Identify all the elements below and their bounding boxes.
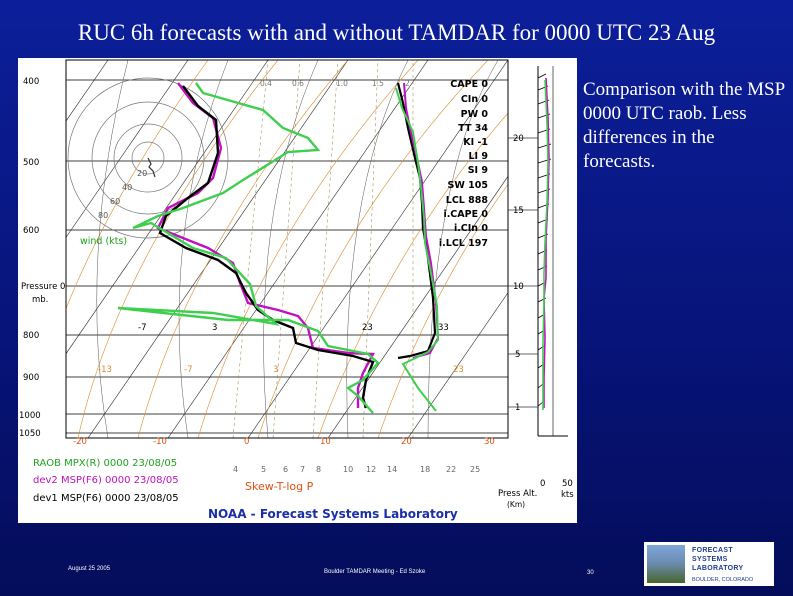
- skewt-diagram: 400 500 600 Pressure 0 mb. 800 900 1000 …: [19, 59, 574, 521]
- pressure-label: 900: [23, 373, 39, 383]
- mixing-axis-label: 7: [300, 465, 305, 474]
- altitude-label: 5: [515, 350, 520, 360]
- index-value: TT 34: [458, 123, 488, 134]
- mixing-ratio-label: 1.0: [336, 79, 348, 88]
- altitude-label: 1: [515, 403, 520, 413]
- adiabat-label: 3: [273, 365, 278, 375]
- mixing-axis-label: 4: [233, 465, 238, 474]
- isotherm-label: -7: [138, 323, 146, 333]
- skewt-chart: 400 500 600 Pressure 0 mb. 800 900 1000 …: [18, 58, 577, 523]
- slide-title: RUC 6h forecasts with and without TAMDAR…: [77, 20, 716, 45]
- index-value: LI 9: [468, 151, 488, 162]
- index-value: SW 105: [448, 180, 488, 191]
- legend-dev2: dev2 MSP(F6) 0000 23/08/05: [33, 475, 179, 486]
- fsl-logo: FORECAST SYSTEMS LABORATORY BOULDER, COL…: [644, 542, 774, 586]
- adiabat-label: 23: [453, 365, 464, 375]
- side-comment: Comparison with the MSP 0000 UTC raob. L…: [583, 79, 785, 172]
- index-value: i.LCL 197: [439, 238, 488, 249]
- temp-axis-label: 10: [320, 437, 331, 447]
- index-value: CAPE 0: [450, 79, 488, 90]
- temp-axis-label: 30: [484, 437, 495, 447]
- mixing-ratio-label: 2: [405, 79, 410, 88]
- hodo-ring-label: 20: [137, 169, 147, 178]
- mixing-axis-label: 18: [420, 465, 430, 474]
- index-value: SI 9: [468, 165, 488, 176]
- temp-axis-label: 0: [244, 437, 249, 447]
- index-value: CIn 0: [461, 94, 489, 105]
- hodo-ring-label: 60: [110, 197, 120, 206]
- press-alt-unit: (Km): [507, 500, 525, 509]
- mixing-ratio-label: 1.5: [372, 79, 384, 88]
- skewt-label: Skew-T-log P: [245, 480, 314, 493]
- temp-axis-label: -10: [153, 437, 167, 447]
- footer-meeting: Boulder TAMDAR Meeting - Ed Szoke: [324, 569, 426, 575]
- logo-location: BOULDER, COLORADO: [692, 577, 754, 583]
- mixing-axis-label: 8: [316, 465, 321, 474]
- wind-label: wind (kts): [80, 236, 127, 247]
- altitude-axis: 20 15 10 5 1 0 50 kts Press Alt. (Km): [498, 66, 574, 509]
- pressure-label: 600: [23, 226, 39, 236]
- pressure-label: 500: [23, 158, 39, 168]
- wind-axis-zero-label: 0: [540, 479, 545, 489]
- footer-date: August 25 2005: [68, 566, 111, 572]
- mountain-icon: [647, 545, 685, 583]
- temp-axis-label: 20: [401, 437, 412, 447]
- wind-axis-max-label: 50: [562, 479, 573, 489]
- index-value: LCL 888: [446, 195, 489, 206]
- mixing-axis-label: 10: [343, 465, 353, 474]
- diagram-grid: [66, 60, 508, 438]
- hodo-ring-label: 40: [122, 183, 132, 192]
- pressure-label: 400: [23, 77, 39, 87]
- pressure-label: 800: [23, 331, 39, 341]
- isotherm-label: 3: [212, 323, 217, 333]
- adiabat-label: -13: [98, 365, 112, 375]
- mixing-axis-label: 25: [470, 465, 480, 474]
- hodo-ring-label: 80: [98, 211, 108, 220]
- dev1-temperature-line: [158, 85, 375, 409]
- altitude-label: 10: [513, 282, 524, 292]
- mixing-axis-label: 22: [446, 465, 456, 474]
- adiabat-label: -7: [184, 365, 192, 375]
- press-alt-label: Press Alt.: [498, 489, 537, 499]
- lab-footer: NOAA - Forecast Systems Laboratory: [208, 507, 458, 521]
- legend-dev1: dev1 MSP(F6) 0000 23/08/05: [33, 493, 179, 504]
- pressure-label: 1000: [19, 411, 41, 421]
- page-number: 30: [587, 570, 594, 576]
- kts-label: kts: [561, 490, 574, 500]
- mixing-axis-label: 5: [261, 465, 266, 474]
- legend-raob: RAOB MPX(R) 0000 23/08/05: [33, 458, 177, 469]
- pressure-label: 1050: [19, 429, 41, 439]
- altitude-label: 20: [513, 134, 524, 144]
- pressure-label: Pressure 0: [21, 282, 65, 292]
- mixing-ratio-label: 0.4: [260, 79, 272, 88]
- dev1-dewpoint-line: [396, 82, 437, 360]
- isotherm-label: 33: [438, 323, 449, 333]
- pressure-units-label: mb.: [32, 295, 48, 305]
- logo-line: SYSTEMS: [692, 556, 728, 563]
- index-value: i.CAPE 0: [443, 209, 488, 220]
- isotherm-label: 23: [362, 323, 373, 333]
- logo-line: FORECAST: [692, 547, 733, 554]
- index-value: i.CIn 0: [454, 223, 488, 234]
- index-value: PW 0: [461, 109, 489, 120]
- raob-dewpoint-line: [395, 87, 440, 412]
- mixing-axis-label: 14: [387, 465, 397, 474]
- logo-line: LABORATORY: [692, 565, 744, 572]
- temp-axis-label: -20: [73, 437, 87, 447]
- mixing-ratio-label: 0.6: [292, 79, 304, 88]
- raob-temperature-line: [117, 82, 380, 414]
- mixing-axis-label: 12: [366, 465, 376, 474]
- index-value: KI -1: [463, 137, 488, 148]
- mixing-axis-label: 6: [283, 465, 288, 474]
- altitude-label: 15: [513, 206, 524, 216]
